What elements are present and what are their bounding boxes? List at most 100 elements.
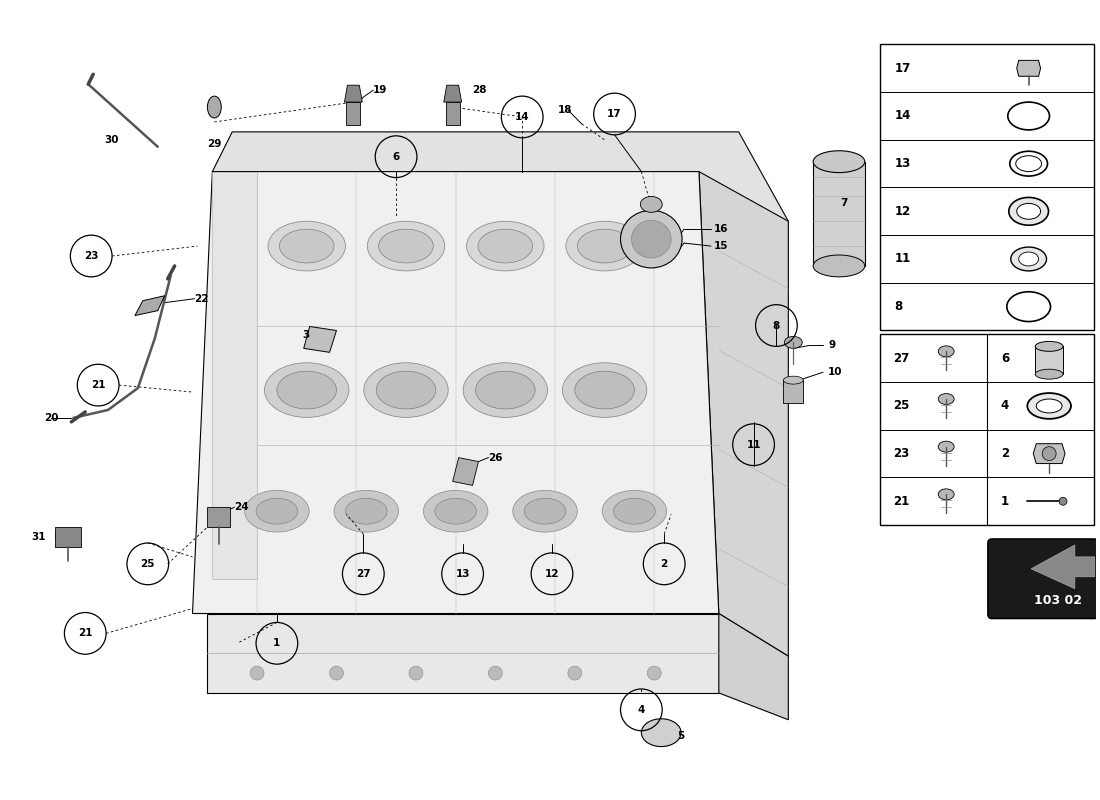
Text: 8: 8 [894,300,903,313]
Ellipse shape [640,197,662,212]
Text: 28: 28 [473,85,487,95]
Text: 29: 29 [207,138,221,149]
Text: 4: 4 [638,705,645,715]
Ellipse shape [208,96,221,118]
Polygon shape [453,458,478,486]
Ellipse shape [575,371,635,409]
Ellipse shape [334,490,398,532]
Text: 8: 8 [773,321,780,330]
Polygon shape [1033,444,1065,463]
Ellipse shape [813,255,865,277]
Text: 12: 12 [544,569,559,578]
Circle shape [330,666,343,680]
Ellipse shape [783,376,803,384]
Text: 13: 13 [894,157,911,170]
Text: 14: 14 [894,110,911,122]
Ellipse shape [277,371,337,409]
Ellipse shape [463,362,548,418]
Text: 21: 21 [91,380,106,390]
Ellipse shape [1027,393,1071,419]
Polygon shape [212,132,789,222]
Ellipse shape [1035,370,1063,379]
Text: 15: 15 [714,241,728,251]
Ellipse shape [938,489,954,500]
Text: 21: 21 [893,494,910,508]
Text: 4: 4 [1001,399,1009,413]
Polygon shape [1035,346,1063,374]
Polygon shape [208,507,230,527]
Polygon shape [443,86,462,102]
Ellipse shape [1016,203,1041,219]
Ellipse shape [475,371,535,409]
Polygon shape [813,162,865,266]
Text: 10: 10 [828,367,843,377]
Ellipse shape [513,490,578,532]
Text: 103 02: 103 02 [1034,594,1082,607]
Ellipse shape [565,222,643,271]
Text: 18: 18 [558,105,572,115]
Circle shape [568,666,582,680]
Text: 20: 20 [44,413,58,423]
Text: 13: 13 [455,569,470,578]
Text: 1: 1 [273,638,280,648]
Ellipse shape [1036,399,1063,413]
Text: 2: 2 [1001,447,1009,460]
Polygon shape [212,171,257,578]
Circle shape [1059,498,1067,506]
Ellipse shape [1009,198,1048,226]
Ellipse shape [620,210,682,268]
Text: 7: 7 [840,198,847,208]
Text: 19: 19 [373,85,387,95]
Ellipse shape [264,362,349,418]
Text: 11: 11 [894,253,911,266]
Polygon shape [346,102,361,125]
Ellipse shape [345,498,387,524]
Ellipse shape [434,498,476,524]
FancyBboxPatch shape [988,539,1098,618]
Ellipse shape [1035,342,1063,351]
Ellipse shape [614,498,656,524]
Ellipse shape [1019,252,1038,266]
Text: 17: 17 [607,109,621,119]
Text: 23: 23 [84,251,99,261]
Text: 2: 2 [661,559,668,569]
Circle shape [488,666,503,680]
Polygon shape [1031,545,1094,589]
Circle shape [409,666,422,680]
Text: 25: 25 [893,399,910,413]
Text: 25: 25 [141,559,155,569]
Text: 5: 5 [678,730,684,741]
Text: 6: 6 [1001,352,1009,365]
Polygon shape [783,380,803,403]
Polygon shape [304,326,337,352]
Ellipse shape [938,442,954,452]
Ellipse shape [364,362,448,418]
Ellipse shape [244,490,309,532]
Ellipse shape [279,229,334,263]
Text: 27: 27 [356,569,371,578]
Polygon shape [718,614,789,720]
Ellipse shape [938,394,954,405]
Text: 27: 27 [893,352,910,365]
Ellipse shape [376,371,436,409]
Ellipse shape [378,229,433,263]
Polygon shape [208,614,718,693]
Text: 30: 30 [103,135,119,145]
Text: 17: 17 [894,62,911,75]
Circle shape [250,666,264,680]
Circle shape [647,666,661,680]
Ellipse shape [478,229,532,263]
Polygon shape [192,171,718,614]
Ellipse shape [562,362,647,418]
Ellipse shape [784,337,802,348]
Text: 11: 11 [746,440,761,450]
Ellipse shape [602,490,667,532]
Text: 6: 6 [393,152,399,162]
Ellipse shape [631,220,671,258]
Text: a passion for cars since 1985: a passion for cars since 1985 [278,494,563,514]
Ellipse shape [367,222,444,271]
Text: 12: 12 [894,205,911,218]
Ellipse shape [813,150,865,173]
Polygon shape [135,296,165,315]
Ellipse shape [256,498,298,524]
